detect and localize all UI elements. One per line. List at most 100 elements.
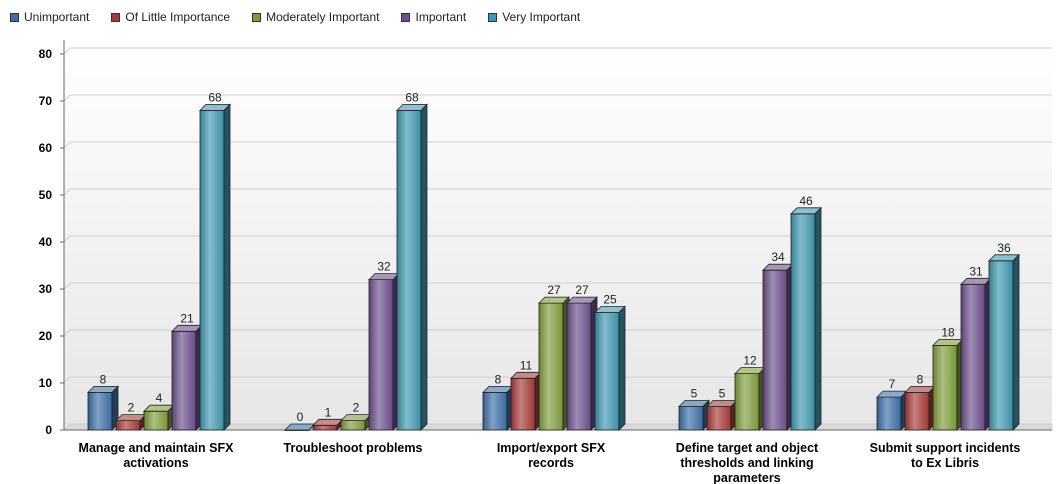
data-label: 2 xyxy=(353,401,360,415)
bar-front xyxy=(762,269,788,431)
bar-side xyxy=(814,206,822,431)
y-tick-label: 30 xyxy=(39,282,53,296)
data-label: 27 xyxy=(575,283,589,297)
bar-front xyxy=(482,391,508,431)
gridline-side xyxy=(63,376,71,384)
data-label: 1 xyxy=(325,405,332,419)
gridline-side xyxy=(63,188,71,196)
bar-side xyxy=(618,305,626,431)
bar-side xyxy=(420,103,428,431)
bar-important-1 xyxy=(368,272,400,431)
bar-unimportant-2 xyxy=(482,385,514,431)
bar-front xyxy=(790,213,816,431)
bar-front xyxy=(594,312,620,431)
bars xyxy=(87,103,1020,431)
category-label-line: parameters xyxy=(713,471,780,484)
gridline-side xyxy=(63,235,71,243)
bar-important-3 xyxy=(762,263,794,431)
bar-front xyxy=(368,279,394,431)
bar-important-4 xyxy=(960,277,992,431)
y-tick-label: 10 xyxy=(39,376,53,390)
data-label: 2 xyxy=(128,401,135,415)
gridline-side xyxy=(63,47,71,55)
legend-item-very-important[interactable]: Very Important xyxy=(488,8,580,26)
bar-front xyxy=(312,424,338,431)
bar-front xyxy=(876,396,902,431)
data-label: 8 xyxy=(917,372,924,386)
legend-swatch xyxy=(10,12,19,22)
data-label: 5 xyxy=(691,387,698,401)
bar-front xyxy=(340,420,366,431)
bar-side xyxy=(1012,253,1020,431)
legend-label: Moderately Important xyxy=(266,10,380,24)
category-label-line: thresholds and linking xyxy=(680,456,813,470)
legend-swatch xyxy=(111,12,121,22)
category-label: Define target and object thresholds and l… xyxy=(676,441,819,484)
bar-front xyxy=(171,330,197,431)
legend-label: Very Important xyxy=(502,10,581,24)
bar-front xyxy=(932,344,958,431)
category-label-line: Import/export SFX xyxy=(497,441,606,455)
data-label: 4 xyxy=(156,391,163,405)
y-tick-label: 20 xyxy=(39,329,53,343)
chart-legend: Unimportant Of Little Importance Moderatel… xyxy=(10,8,602,26)
bar-front xyxy=(706,406,732,431)
data-label: 8 xyxy=(495,372,502,386)
data-label: 5 xyxy=(719,387,726,401)
bar-front xyxy=(396,110,422,431)
category-label: Troubleshoot problems xyxy=(284,441,423,455)
category-label: Submit support incidents to Ex Libris xyxy=(870,441,1021,470)
bar-unimportant-4 xyxy=(876,390,908,431)
bar-unimportant-0 xyxy=(87,385,119,431)
bar-moderately-important-2 xyxy=(538,296,570,431)
legend-item-of-little-importance[interactable]: Of Little Importance xyxy=(111,8,230,26)
bar-front xyxy=(566,302,592,431)
legend-item-unimportant[interactable]: Unimportant xyxy=(10,8,89,26)
category-label-line: Troubleshoot problems xyxy=(284,441,423,455)
bar-front xyxy=(988,260,1014,431)
gridline-side xyxy=(63,141,71,149)
data-label: 32 xyxy=(377,260,391,274)
legend-swatch xyxy=(401,12,411,22)
bar-front xyxy=(960,283,986,431)
legend-swatch xyxy=(252,12,262,22)
bar-of-little-importance-2 xyxy=(510,371,542,431)
legend-item-moderately-important[interactable]: Moderately Important xyxy=(252,8,379,26)
bar-of-little-importance-4 xyxy=(904,385,936,431)
legend-item-important[interactable]: Important xyxy=(401,8,466,26)
bar-of-little-importance-1 xyxy=(312,418,344,431)
bar-moderately-important-4 xyxy=(932,338,964,431)
bar-moderately-important-0 xyxy=(143,404,175,431)
bar-important-0 xyxy=(171,324,203,431)
bar-side xyxy=(223,103,231,431)
bar-front xyxy=(904,391,930,431)
data-label: 8 xyxy=(100,372,107,386)
bar-front xyxy=(143,410,169,431)
y-tick-label: 50 xyxy=(39,188,53,202)
data-label: 46 xyxy=(799,194,813,208)
legend-label: Important xyxy=(415,10,467,24)
bar-front xyxy=(538,302,564,431)
legend-label: Unimportant xyxy=(24,10,90,24)
category-label-line: records xyxy=(528,456,574,470)
bar-front xyxy=(678,406,704,431)
bar-of-little-importance-3 xyxy=(706,399,738,431)
category-label-line: Manage and maintain SFX xyxy=(79,441,235,455)
bar-moderately-important-3 xyxy=(734,366,766,431)
bar-very-important-3 xyxy=(790,206,822,431)
data-label: 7 xyxy=(889,377,896,391)
legend-swatch xyxy=(488,12,498,22)
bar-unimportant-3 xyxy=(678,399,710,431)
gridline-side xyxy=(63,329,71,337)
data-label: 68 xyxy=(208,90,222,104)
y-tick-label: 40 xyxy=(39,235,53,249)
bar-unimportant-1 xyxy=(284,423,316,431)
bar-very-important-2 xyxy=(594,305,626,431)
data-label: 68 xyxy=(405,90,419,104)
data-label: 27 xyxy=(547,283,561,297)
data-label: 18 xyxy=(941,325,955,339)
category-label: Import/export SFX records xyxy=(497,441,606,470)
data-label: 36 xyxy=(997,241,1011,255)
data-label: 34 xyxy=(771,250,785,264)
